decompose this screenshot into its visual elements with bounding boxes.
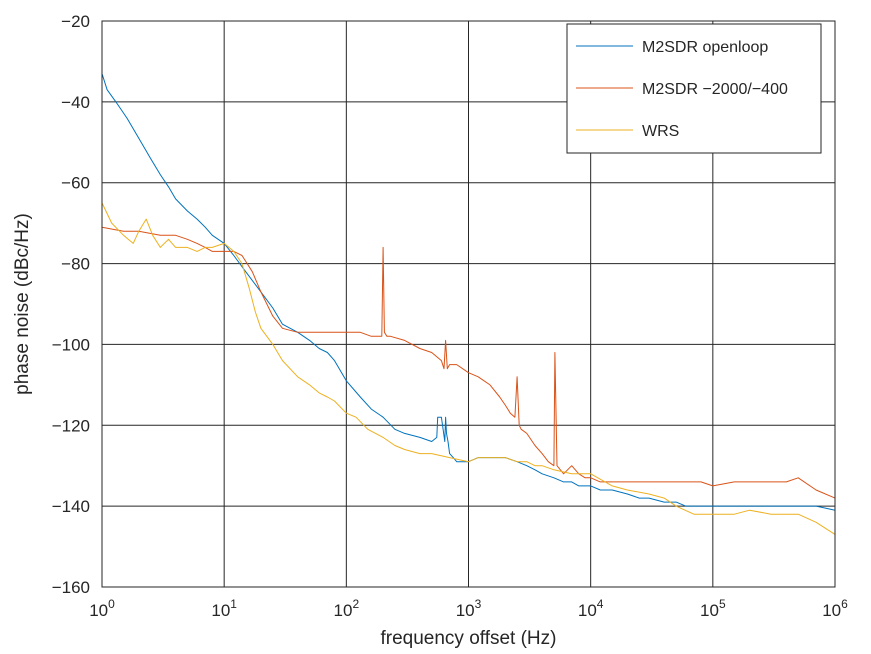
y-tick-label: −60	[61, 174, 90, 193]
x-tick-label: 103	[456, 597, 482, 620]
series-line-2	[101, 202, 836, 535]
series-layer	[101, 73, 836, 535]
x-tick-label: 100	[89, 597, 115, 620]
y-tick-label: −120	[52, 416, 90, 435]
series-line-0	[101, 73, 836, 511]
x-tick-label: 101	[211, 597, 237, 620]
x-axis: 100 101 102 103 104 105 106	[89, 597, 848, 620]
y-tick-label: −20	[61, 12, 90, 31]
x-tick-label: 106	[822, 597, 848, 620]
legend: M2SDR openloop M2SDR −2000/−400 WRS	[566, 23, 822, 154]
y-axis: −160 −140 −120 −100 −80 −60 −40 −20	[52, 12, 90, 597]
y-tick-label: −40	[61, 93, 90, 112]
y-tick-label: −100	[52, 335, 90, 354]
legend-entry-0: M2SDR openloop	[642, 39, 768, 56]
x-axis-label: frequency offset (Hz)	[380, 628, 556, 649]
plot-frame	[101, 20, 836, 588]
y-tick-label: −80	[61, 255, 90, 274]
y-tick-label: −140	[52, 497, 90, 516]
y-tick-label: −160	[52, 578, 90, 597]
y-axis-label: phase noise (dBc/Hz)	[12, 213, 33, 395]
legend-entry-1: M2SDR −2000/−400	[642, 81, 788, 98]
x-tick-label: 104	[578, 597, 604, 620]
legend-entry-2: WRS	[642, 123, 679, 140]
series-line-1	[101, 226, 836, 499]
x-tick-label: 102	[334, 597, 360, 620]
x-tick-label: 105	[700, 597, 726, 620]
